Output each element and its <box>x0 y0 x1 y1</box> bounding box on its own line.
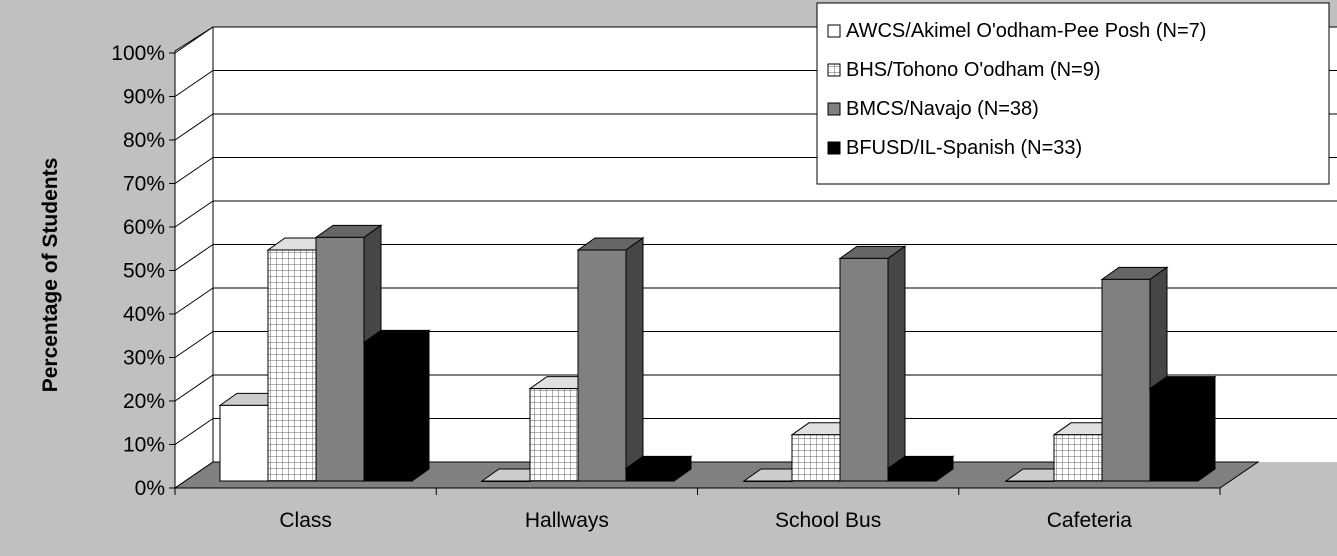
bar <box>1101 278 1151 482</box>
x-tick-label: Cafeteria <box>1047 509 1133 532</box>
legend-swatch <box>827 102 841 116</box>
legend-swatch <box>827 63 841 77</box>
y-tick-label: 40% <box>123 303 165 326</box>
bar <box>577 249 627 482</box>
bar <box>267 249 317 482</box>
y-tick-label: 100% <box>111 42 165 65</box>
gridline-side <box>174 374 214 402</box>
y-tick-label: 90% <box>123 86 165 109</box>
bar <box>529 388 579 482</box>
legend-swatch <box>827 24 841 38</box>
legend-label: BMCS/Navajo (N=38) <box>846 98 1039 120</box>
bar <box>481 480 531 482</box>
gridline-side <box>174 418 214 445</box>
gridline-side <box>174 200 214 228</box>
legend-label: AWCS/Akimel O'odham-Pee Posh (N=7) <box>846 20 1206 42</box>
y-tick-label: 50% <box>123 260 165 283</box>
y-tick-label: 30% <box>123 347 165 370</box>
gridline-side <box>174 331 214 358</box>
gridline-side <box>174 157 214 184</box>
gridline-side <box>174 113 214 141</box>
bar <box>839 257 889 482</box>
y-tick-label: 10% <box>123 434 165 457</box>
legend: AWCS/Akimel O'odham-Pee Posh (N=7) BHS/To… <box>816 2 1330 185</box>
legend-box <box>816 2 1330 185</box>
legend-swatch <box>827 141 841 155</box>
y-tick-label: 60% <box>123 216 165 239</box>
bar-side <box>411 329 430 482</box>
x-axis: Class Hallways School Bus Cafeteria <box>174 487 1221 532</box>
legend-label: BFUSD/IL-Spanish (N=33) <box>846 137 1082 159</box>
gridline-side <box>174 244 214 271</box>
y-tick-label: 0% <box>135 477 165 500</box>
bar <box>1005 480 1055 482</box>
y-axis-title: Percentage of Students <box>39 158 62 393</box>
y-tick-label: 20% <box>123 390 165 413</box>
bar <box>887 467 937 482</box>
gridline-side <box>174 70 214 97</box>
y-axis: 0% 10% 20% 30% 40% 50% 60% 70% 80% 90% 100% <box>111 42 176 500</box>
bar <box>363 341 413 482</box>
bar-marks <box>218 224 1217 482</box>
bar-side <box>625 237 644 482</box>
bar <box>315 236 365 482</box>
bar <box>1053 434 1103 482</box>
bar <box>219 404 269 482</box>
x-tick-label: Hallways <box>525 509 609 532</box>
y-tick-label: 80% <box>123 129 165 152</box>
bar <box>1149 388 1199 482</box>
bar <box>743 480 793 482</box>
legend-label: BHS/Tohono O'odham (N=9) <box>846 59 1101 81</box>
x-tick-label: School Bus <box>775 509 881 532</box>
gridline-side <box>174 287 214 315</box>
bar <box>791 434 841 482</box>
bar <box>625 467 675 482</box>
bar-side <box>887 245 906 482</box>
bar-side <box>1197 375 1216 482</box>
y-tick-label: 70% <box>123 173 165 196</box>
gridline-side <box>174 26 214 54</box>
x-tick-label: Class <box>279 509 332 532</box>
